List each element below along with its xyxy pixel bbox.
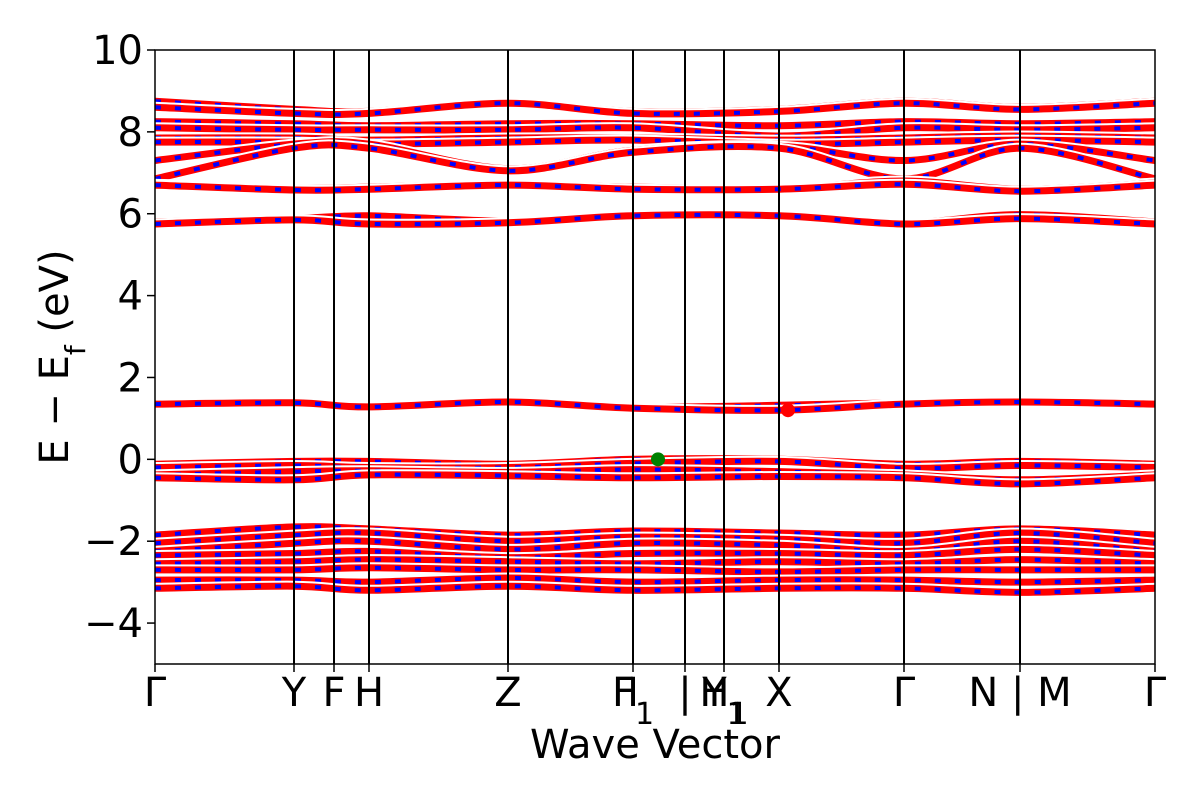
band-20 [154, 527, 1156, 549]
band-projection [154, 565, 1155, 574]
y-axis-label-main: E − E [32, 355, 78, 465]
kpoint-label-8: | [678, 670, 691, 716]
band-4 [154, 122, 1156, 142]
y-tick-label: 10 [92, 28, 143, 74]
y-axis-label: E − Ef (eV) [32, 249, 92, 464]
band-23 [154, 554, 1156, 570]
band-2 [154, 97, 1156, 121]
band-21 [154, 535, 1156, 557]
band-14 [154, 396, 1156, 416]
band-22 [154, 543, 1156, 564]
x-axis-label: Wave Vector [530, 722, 781, 768]
conduction-band-minimum-marker [781, 403, 795, 418]
y-tick-label: 6 [118, 192, 143, 238]
kpoint-label-11: X [765, 670, 792, 716]
kpoint-label-6: I [627, 670, 639, 716]
band-24 [154, 562, 1155, 578]
band-projection [154, 467, 1156, 482]
band-projection [154, 182, 1156, 194]
valence-band-maximum-marker [651, 452, 665, 467]
kpoint-label-14: Γ [1144, 670, 1167, 716]
band-projection [154, 399, 1156, 413]
kpoint-label-7: F1 [612, 670, 654, 732]
band-projection [154, 575, 1156, 585]
band-line [154, 141, 1156, 183]
band-12 [154, 209, 1156, 230]
band-projection [154, 125, 1156, 139]
band-projection [154, 472, 1156, 486]
y-tick-label: −4 [84, 601, 143, 647]
kpoint-label-12: Γ [893, 670, 916, 716]
y-tick-label: 2 [118, 355, 143, 401]
band-projection [154, 459, 1156, 471]
band-projection [154, 538, 1156, 554]
kpoint-label-1: Γ [144, 670, 167, 716]
kpoint-label-13: N | M [968, 670, 1071, 716]
plot-frame [154, 49, 1156, 665]
markers-layer [651, 403, 795, 467]
band-18 [154, 469, 1156, 490]
kpoint-label-3: F [322, 670, 345, 716]
kpoint-lines-layer [293, 50, 1021, 664]
band-8 [153, 139, 1157, 185]
band-projection [154, 547, 1156, 560]
band-projection [154, 212, 1156, 227]
y-axis-label-unit: (eV) [32, 249, 78, 345]
y-axis-label-subscript: f [59, 344, 92, 355]
y-tick-label: 4 [118, 274, 143, 320]
kpoint-label-2: Y [281, 670, 307, 716]
band-projection [154, 530, 1156, 546]
band-projection [154, 101, 1156, 117]
bands-layer [153, 95, 1157, 598]
band-10 [154, 178, 1156, 197]
band-projection [154, 557, 1156, 566]
kpoint-label-9: H1 [699, 670, 748, 732]
y-tick-label: 0 [118, 437, 143, 483]
kpoint-label-5: Z [494, 670, 521, 716]
y-tick-label: −2 [84, 519, 143, 565]
kpoint-label-4: H [354, 670, 384, 716]
kpoint-label-10: Y1 [701, 670, 746, 732]
band-projection [154, 524, 1156, 538]
y-tick-label: 8 [118, 110, 143, 156]
y-ticks-layer: −4 −2 0 2 4 6 8 10 [84, 28, 155, 647]
band-projection [154, 138, 1156, 147]
band-projection [154, 584, 1156, 595]
band-26 [154, 580, 1156, 598]
band-25 [154, 572, 1156, 588]
